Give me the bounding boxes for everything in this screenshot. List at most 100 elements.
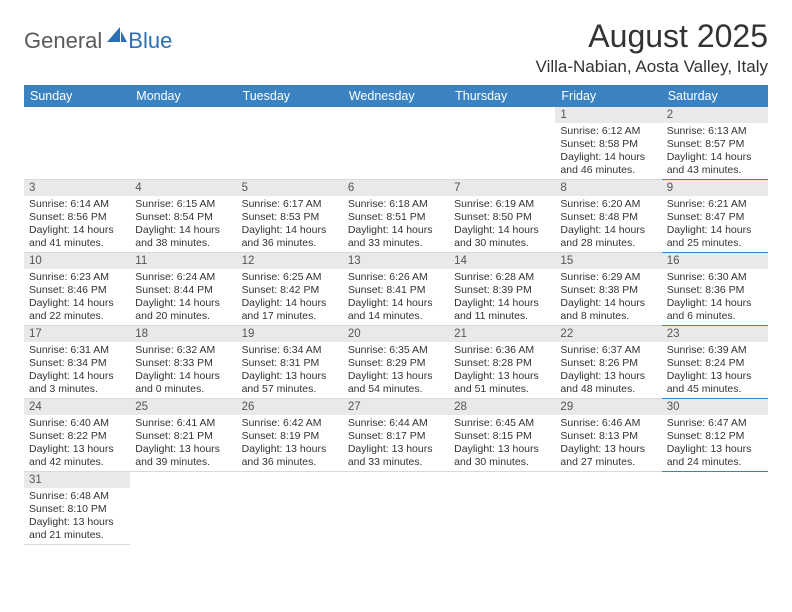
sunset-text: Sunset: 8:44 PM [135, 284, 231, 297]
daylight-text-1: Daylight: 13 hours [29, 443, 125, 456]
calendar-cell: 7Sunrise: 6:19 AMSunset: 8:50 PMDaylight… [449, 180, 555, 253]
sunset-text: Sunset: 8:29 PM [348, 357, 444, 370]
daylight-text-1: Daylight: 13 hours [667, 370, 763, 383]
daylight-text-1: Daylight: 13 hours [667, 443, 763, 456]
daylight-text-2: and 21 minutes. [29, 529, 125, 542]
cell-body: Sunrise: 6:29 AMSunset: 8:38 PMDaylight:… [555, 269, 661, 323]
sunset-text: Sunset: 8:36 PM [667, 284, 763, 297]
sunrise-text: Sunrise: 6:35 AM [348, 344, 444, 357]
sunrise-text: Sunrise: 6:40 AM [29, 417, 125, 430]
daylight-text-2: and 11 minutes. [454, 310, 550, 323]
sunset-text: Sunset: 8:50 PM [454, 211, 550, 224]
day-number: 19 [237, 326, 343, 342]
logo-text-general: General [24, 28, 102, 54]
day-number: 31 [24, 472, 130, 488]
daylight-text-1: Daylight: 13 hours [135, 443, 231, 456]
sail-icon [106, 26, 128, 49]
sunrise-text: Sunrise: 6:29 AM [560, 271, 656, 284]
day-number: 8 [555, 180, 661, 196]
cell-body: Sunrise: 6:17 AMSunset: 8:53 PMDaylight:… [237, 196, 343, 250]
sunrise-text: Sunrise: 6:24 AM [135, 271, 231, 284]
calendar-week: 3Sunrise: 6:14 AMSunset: 8:56 PMDaylight… [24, 180, 768, 253]
calendar-cell: 14Sunrise: 6:28 AMSunset: 8:39 PMDayligh… [449, 253, 555, 326]
daylight-text-1: Daylight: 14 hours [135, 297, 231, 310]
day-number: 9 [662, 180, 768, 196]
calendar-week: 1Sunrise: 6:12 AMSunset: 8:58 PMDaylight… [24, 107, 768, 180]
calendar-cell: 26Sunrise: 6:42 AMSunset: 8:19 PMDayligh… [237, 399, 343, 472]
daylight-text-2: and 45 minutes. [667, 383, 763, 396]
daylight-text-1: Daylight: 14 hours [560, 151, 656, 164]
title-block: August 2025 Villa-Nabian, Aosta Valley, … [536, 18, 768, 77]
daylight-text-2: and 30 minutes. [454, 456, 550, 469]
sunset-text: Sunset: 8:53 PM [242, 211, 338, 224]
daylight-text-2: and 57 minutes. [242, 383, 338, 396]
daylight-text-1: Daylight: 14 hours [454, 297, 550, 310]
sunset-text: Sunset: 8:13 PM [560, 430, 656, 443]
sunset-text: Sunset: 8:12 PM [667, 430, 763, 443]
sunrise-text: Sunrise: 6:32 AM [135, 344, 231, 357]
daylight-text-2: and 30 minutes. [454, 237, 550, 250]
sunrise-text: Sunrise: 6:20 AM [560, 198, 656, 211]
daylight-text-1: Daylight: 14 hours [560, 224, 656, 237]
daylight-text-2: and 0 minutes. [135, 383, 231, 396]
day-number: 18 [130, 326, 236, 342]
sunset-text: Sunset: 8:41 PM [348, 284, 444, 297]
sunset-text: Sunset: 8:42 PM [242, 284, 338, 297]
day-number: 24 [24, 399, 130, 415]
cell-body: Sunrise: 6:30 AMSunset: 8:36 PMDaylight:… [662, 269, 768, 323]
cell-body: Sunrise: 6:47 AMSunset: 8:12 PMDaylight:… [662, 415, 768, 469]
daylight-text-2: and 25 minutes. [667, 237, 763, 250]
daylight-text-2: and 17 minutes. [242, 310, 338, 323]
sunrise-text: Sunrise: 6:26 AM [348, 271, 444, 284]
cell-body: Sunrise: 6:36 AMSunset: 8:28 PMDaylight:… [449, 342, 555, 396]
calendar-cell: 5Sunrise: 6:17 AMSunset: 8:53 PMDaylight… [237, 180, 343, 253]
sunset-text: Sunset: 8:19 PM [242, 430, 338, 443]
sunset-text: Sunset: 8:21 PM [135, 430, 231, 443]
day-number: 4 [130, 180, 236, 196]
day-number: 2 [662, 107, 768, 123]
day-number: 6 [343, 180, 449, 196]
sunrise-text: Sunrise: 6:14 AM [29, 198, 125, 211]
day-number: 17 [24, 326, 130, 342]
sunset-text: Sunset: 8:17 PM [348, 430, 444, 443]
cell-body: Sunrise: 6:34 AMSunset: 8:31 PMDaylight:… [237, 342, 343, 396]
calendar-cell: 16Sunrise: 6:30 AMSunset: 8:36 PMDayligh… [662, 253, 768, 326]
calendar-cell-empty [449, 107, 555, 180]
calendar-cell: 18Sunrise: 6:32 AMSunset: 8:33 PMDayligh… [130, 326, 236, 399]
daylight-text-2: and 22 minutes. [29, 310, 125, 323]
cell-body: Sunrise: 6:18 AMSunset: 8:51 PMDaylight:… [343, 196, 449, 250]
cell-body: Sunrise: 6:15 AMSunset: 8:54 PMDaylight:… [130, 196, 236, 250]
daylight-text-1: Daylight: 13 hours [29, 516, 125, 529]
day-number: 21 [449, 326, 555, 342]
daylight-text-1: Daylight: 13 hours [348, 443, 444, 456]
calendar-cell-empty [343, 472, 449, 545]
sunrise-text: Sunrise: 6:30 AM [667, 271, 763, 284]
sunrise-text: Sunrise: 6:44 AM [348, 417, 444, 430]
day-number: 30 [662, 399, 768, 415]
cell-body: Sunrise: 6:24 AMSunset: 8:44 PMDaylight:… [130, 269, 236, 323]
day-number: 10 [24, 253, 130, 269]
calendar-cell-empty [343, 107, 449, 180]
month-title: August 2025 [536, 18, 768, 55]
sunrise-text: Sunrise: 6:39 AM [667, 344, 763, 357]
calendar-cell: 10Sunrise: 6:23 AMSunset: 8:46 PMDayligh… [24, 253, 130, 326]
dayname: Tuesday [237, 85, 343, 107]
daylight-text-2: and 20 minutes. [135, 310, 231, 323]
daylight-text-2: and 42 minutes. [29, 456, 125, 469]
calendar: SundayMondayTuesdayWednesdayThursdayFrid… [24, 85, 768, 545]
daylight-text-2: and 41 minutes. [29, 237, 125, 250]
daylight-text-1: Daylight: 14 hours [348, 297, 444, 310]
calendar-cell: 28Sunrise: 6:45 AMSunset: 8:15 PMDayligh… [449, 399, 555, 472]
daylight-text-1: Daylight: 14 hours [135, 370, 231, 383]
sunrise-text: Sunrise: 6:31 AM [29, 344, 125, 357]
calendar-cell: 22Sunrise: 6:37 AMSunset: 8:26 PMDayligh… [555, 326, 661, 399]
calendar-week: 10Sunrise: 6:23 AMSunset: 8:46 PMDayligh… [24, 253, 768, 326]
calendar-cell: 27Sunrise: 6:44 AMSunset: 8:17 PMDayligh… [343, 399, 449, 472]
calendar-cell: 15Sunrise: 6:29 AMSunset: 8:38 PMDayligh… [555, 253, 661, 326]
dayname-row: SundayMondayTuesdayWednesdayThursdayFrid… [24, 85, 768, 107]
daylight-text-2: and 8 minutes. [560, 310, 656, 323]
header: General Blue August 2025 Villa-Nabian, A… [24, 18, 768, 77]
calendar-cell: 8Sunrise: 6:20 AMSunset: 8:48 PMDaylight… [555, 180, 661, 253]
dayname: Wednesday [343, 85, 449, 107]
day-number: 12 [237, 253, 343, 269]
